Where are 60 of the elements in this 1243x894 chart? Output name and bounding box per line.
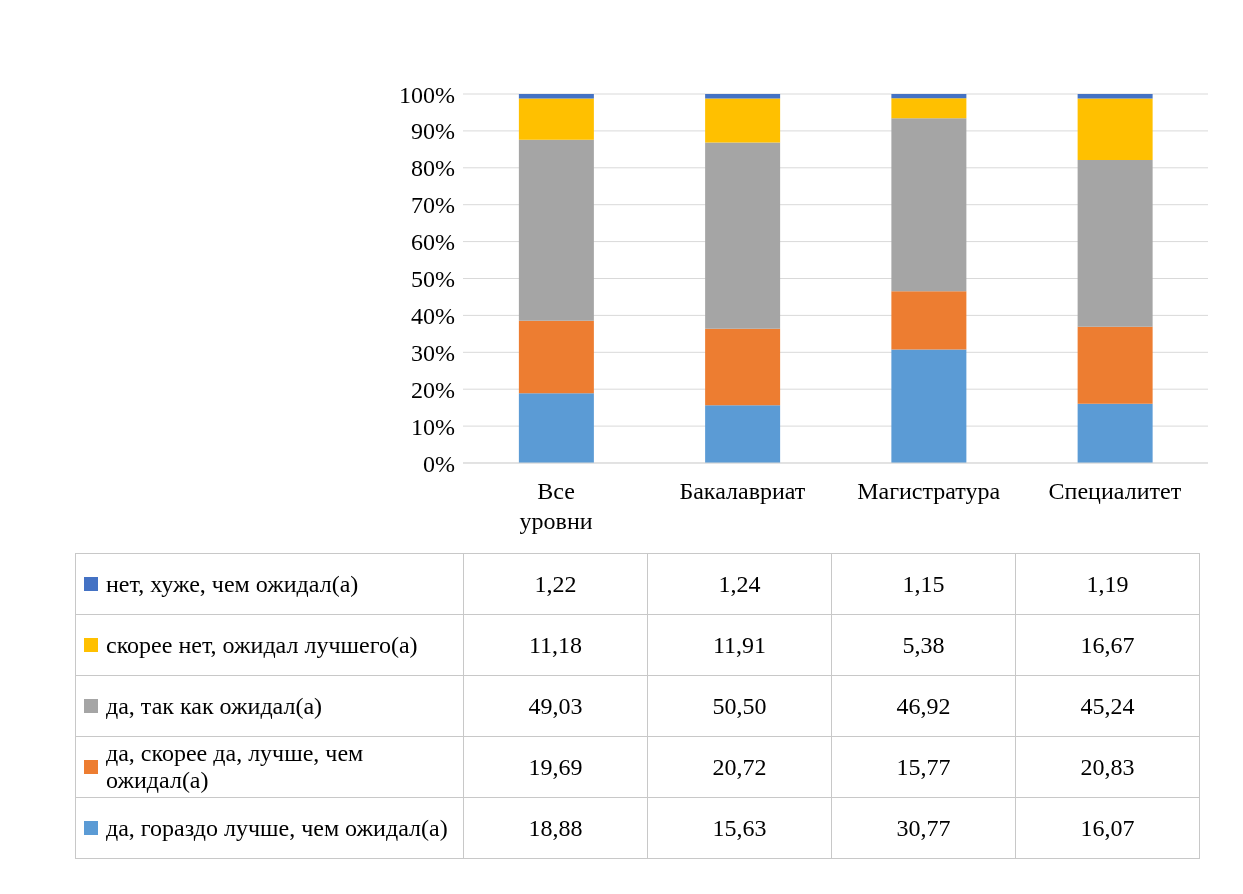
data-label: 16,07: [1015, 797, 1200, 859]
y-tick-label: 90%: [411, 118, 455, 145]
legend-label: да, гораздо лучше, чем ожидал(а): [106, 814, 448, 842]
bar: [891, 118, 967, 292]
bar: [1077, 403, 1153, 463]
bar: [891, 349, 967, 463]
bar: [705, 98, 781, 143]
data-label: 18,88: [463, 797, 648, 859]
y-tick-label: 40%: [411, 302, 455, 329]
bar: [518, 98, 594, 140]
data-label: 46,92: [831, 675, 1016, 737]
data-label: 45,24: [1015, 675, 1200, 737]
y-tick-label: 30%: [411, 339, 455, 366]
bar: [705, 142, 781, 329]
data-label: 11,18: [463, 614, 648, 676]
x-tick-label: Бакалавриат: [679, 478, 806, 504]
data-label: 1,22: [463, 553, 648, 615]
data-label: 49,03: [463, 675, 648, 737]
data-label: 1,15: [831, 553, 1016, 615]
data-label: 50,50: [647, 675, 832, 737]
legend-label: да, так как ожидал(а): [106, 692, 323, 720]
y-tick-label: 70%: [411, 192, 455, 219]
data-label: 20,72: [647, 736, 832, 798]
data-label: 1,24: [647, 553, 832, 615]
bar: [891, 291, 967, 350]
bar: [1077, 159, 1153, 327]
data-label: 20,83: [1015, 736, 1200, 798]
x-tick-label: Все уровни: [519, 478, 593, 534]
bar: [705, 405, 781, 463]
y-tick-label: 60%: [411, 229, 455, 256]
y-tick-label: 100%: [399, 81, 455, 108]
data-label: 19,69: [463, 736, 648, 798]
data-label: 1,19: [1015, 553, 1200, 615]
bar: [518, 393, 594, 463]
bar: [1077, 98, 1153, 160]
legend-label: скорее нет, ожидал лучшего(а): [106, 631, 418, 659]
x-tick-label: Магистратура: [857, 478, 1001, 504]
data-label: 30,77: [831, 797, 1016, 859]
y-tick-label: 0%: [423, 450, 455, 477]
x-tick-label: Специалитет: [1048, 478, 1182, 504]
legend-label: нет, хуже, чем ожидал(а): [106, 570, 359, 598]
data-label: 11,91: [647, 614, 832, 676]
y-tick-label: 20%: [411, 376, 455, 403]
bar: [705, 94, 781, 99]
data-label: 15,77: [831, 736, 1016, 798]
legend-label: да, скорее да, лучше, чем ожидал(а): [106, 740, 365, 794]
bar: [518, 94, 594, 99]
bar: [518, 320, 594, 394]
bar: [1077, 94, 1153, 99]
y-tick-label: 50%: [411, 266, 455, 293]
y-tick-label: 80%: [411, 155, 455, 182]
bar: [705, 328, 781, 406]
data-label: 16,67: [1015, 614, 1200, 676]
bar: [1077, 326, 1153, 404]
data-label: 15,63: [647, 797, 832, 859]
data-label: 5,38: [831, 614, 1016, 676]
bar: [891, 94, 967, 99]
y-tick-label: 10%: [411, 413, 455, 440]
bar: [891, 98, 967, 119]
bar: [518, 139, 594, 321]
